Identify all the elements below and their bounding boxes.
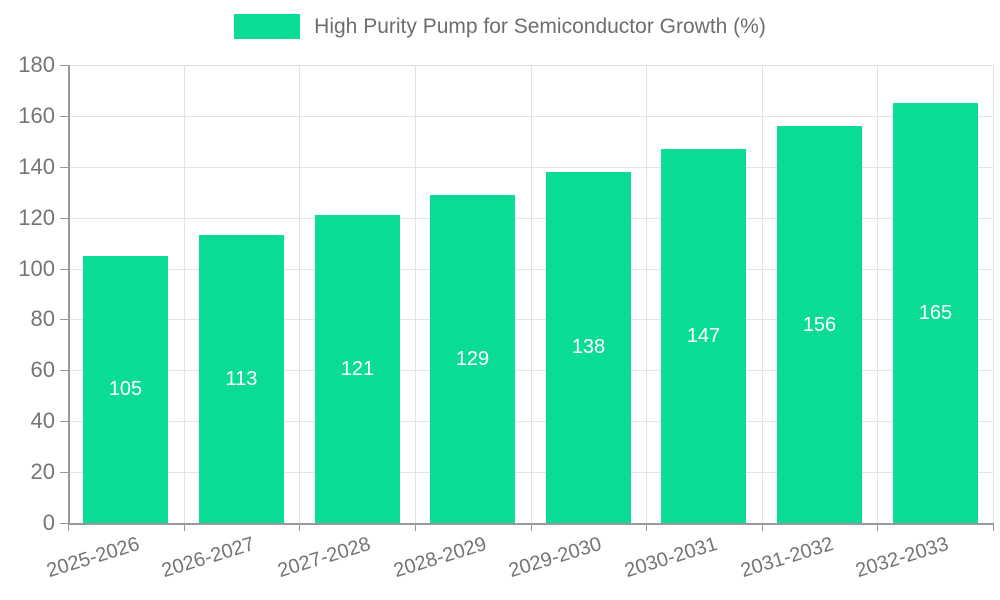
- y-tick-label: 160: [18, 103, 55, 128]
- x-tick-label: 2029-2030: [506, 533, 605, 583]
- x-tick: [531, 523, 532, 531]
- y-gridline: [68, 319, 993, 320]
- legend-swatch: [234, 14, 301, 39]
- y-gridline: [68, 472, 993, 473]
- y-tick: [60, 421, 68, 422]
- y-tick: [60, 116, 68, 117]
- y-tick-label: 120: [18, 205, 55, 230]
- chart-legend[interactable]: High Purity Pump for Semiconductor Growt…: [0, 14, 1000, 39]
- y-axis-line: [68, 65, 70, 524]
- y-tick: [60, 370, 68, 371]
- y-tick: [60, 472, 68, 473]
- x-axis-line: [68, 523, 994, 525]
- x-gridline: [299, 65, 300, 523]
- x-gridline: [877, 65, 878, 523]
- y-tick-label: 0: [42, 510, 55, 535]
- y-tick: [60, 269, 68, 270]
- x-gridline: [415, 65, 416, 523]
- x-gridline: [184, 65, 185, 523]
- y-tick-label: 140: [18, 154, 55, 179]
- x-tick: [415, 523, 416, 531]
- x-tick-label: 2032-2033: [853, 533, 952, 583]
- x-tick: [68, 523, 69, 531]
- y-gridline: [68, 370, 993, 371]
- x-tick: [993, 523, 994, 531]
- bar[interactable]: [777, 126, 862, 523]
- legend-label: High Purity Pump for Semiconductor Growt…: [314, 15, 766, 38]
- x-gridline: [531, 65, 532, 523]
- bar[interactable]: [430, 195, 515, 523]
- y-tick: [60, 218, 68, 219]
- y-gridline: [68, 421, 993, 422]
- x-gridline: [993, 65, 994, 523]
- bar[interactable]: [893, 103, 978, 523]
- x-tick-label: 2025-2026: [44, 533, 143, 583]
- y-gridline: [68, 167, 993, 168]
- bar[interactable]: [315, 215, 400, 523]
- y-gridline: [68, 116, 993, 117]
- x-gridline: [646, 65, 647, 523]
- y-gridline: [68, 269, 993, 270]
- y-gridline: [68, 65, 993, 66]
- x-tick: [299, 523, 300, 531]
- y-tick: [60, 65, 68, 66]
- y-tick-label: 100: [18, 256, 55, 281]
- y-tick-label: 20: [30, 459, 55, 484]
- y-tick-label: 80: [30, 306, 55, 331]
- x-tick-label: 2028-2029: [391, 533, 490, 583]
- x-tick: [646, 523, 647, 531]
- x-tick-label: 2030-2031: [622, 533, 721, 583]
- x-tick-label: 2031-2032: [738, 533, 837, 583]
- bar[interactable]: [546, 172, 631, 523]
- y-tick: [60, 167, 68, 168]
- x-tick-label: 2027-2028: [275, 533, 374, 583]
- y-tick: [60, 319, 68, 320]
- x-gridline: [762, 65, 763, 523]
- bar[interactable]: [661, 149, 746, 523]
- x-tick-label: 2026-2027: [159, 533, 258, 583]
- bar[interactable]: [199, 235, 284, 523]
- y-tick-label: 40: [30, 408, 55, 433]
- x-tick: [762, 523, 763, 531]
- x-tick: [877, 523, 878, 531]
- bar[interactable]: [83, 256, 168, 523]
- y-tick-label: 60: [30, 357, 55, 382]
- y-tick-label: 180: [18, 52, 55, 77]
- y-gridline: [68, 218, 993, 219]
- y-tick: [60, 523, 68, 524]
- x-tick: [184, 523, 185, 531]
